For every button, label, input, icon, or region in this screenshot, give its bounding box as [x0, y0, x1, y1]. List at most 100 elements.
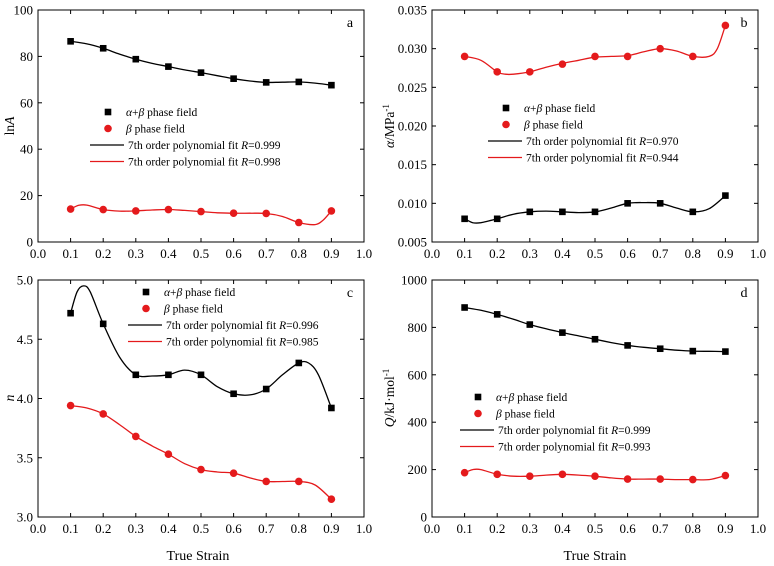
beta-data-point	[493, 470, 502, 479]
legend-label: 7th order polynomial fit R=0.985	[166, 337, 319, 349]
y-tick-label: 4.0	[17, 391, 33, 406]
legend-marker	[474, 393, 482, 401]
legend-label: 7th order polynomial fit R=0.944	[526, 153, 679, 165]
alpha-beta-data-point	[559, 208, 566, 216]
legend-label: β phase field	[163, 304, 223, 316]
y-tick-label: 3.0	[17, 510, 33, 525]
y-axis-label: n	[2, 394, 17, 401]
panel-letter: d	[741, 286, 748, 301]
beta-data-point	[526, 472, 534, 481]
legend: α+β phase field β phase field 7th order po…	[128, 287, 319, 349]
x-axis-title-right: True Strain	[564, 549, 627, 564]
y-tick-label: 60	[20, 95, 33, 110]
x-tick-label: 0.9	[717, 521, 733, 536]
plot-frame	[37, 279, 365, 518]
beta-data-point	[460, 52, 469, 61]
y-tick-label: 600	[408, 367, 428, 382]
y-tick-label: 200	[408, 462, 428, 477]
x-tick-label: 0.8	[685, 521, 701, 536]
legend-label: β phase field	[523, 120, 583, 132]
legend-label: α+β phase field	[164, 287, 236, 299]
y-tick-label: 80	[20, 49, 33, 64]
alpha-beta-data-point	[99, 320, 107, 328]
x-tick-label: 0.5	[193, 246, 209, 261]
alpha-beta-data-point	[67, 309, 74, 317]
x-tick-label: 0.4	[160, 246, 177, 261]
legend-label: 7th order polynomial fit R=0.999	[128, 140, 281, 152]
beta-data-point	[460, 468, 469, 477]
legend-marker	[142, 304, 150, 313]
alpha-beta-data-point	[722, 348, 729, 355]
y-tick-label: 100	[14, 3, 34, 18]
x-tick-label: 0.6	[619, 246, 636, 261]
legend-marker	[104, 108, 112, 116]
beta-data-point	[558, 470, 567, 479]
alpha-beta-data-point	[230, 75, 237, 82]
beta-data-point	[229, 209, 238, 218]
alpha-beta-data-point	[493, 215, 501, 223]
legend-label: α+β phase field	[524, 103, 596, 115]
alpha-beta-data-point	[328, 404, 335, 412]
x-tick-label: 0.7	[258, 521, 275, 536]
y-axis-label: lnA	[2, 116, 17, 136]
alpha-beta-data-point	[67, 38, 74, 45]
alpha-beta-data-point	[591, 208, 599, 216]
y-tick-label: 5.0	[17, 273, 33, 288]
alpha-beta-data-point	[262, 79, 270, 86]
x-tick-label: 0.6	[225, 246, 242, 261]
x-tick-label: 0.0	[424, 246, 440, 261]
x-tick-label: 0.6	[225, 521, 242, 536]
y-axis-label: α/MPa-1	[381, 104, 397, 148]
y-axis-label: Q/kJ·mol-1	[381, 369, 397, 428]
x-tick-label: 0.2	[95, 246, 111, 261]
beta-data-point	[295, 477, 303, 486]
x-tick-label: 0.5	[587, 521, 603, 536]
fit-curve	[464, 25, 727, 76]
alpha-beta-data-point	[197, 69, 205, 76]
legend-label: 7th order polynomial fit R=0.998	[128, 157, 281, 169]
alpha-beta-data-point	[165, 63, 172, 70]
alpha-beta-data-point	[656, 200, 664, 207]
panel-letter: b	[741, 16, 748, 31]
alpha-beta-data-point	[99, 44, 107, 52]
legend-marker	[502, 120, 510, 129]
alpha-beta-data-point	[493, 311, 501, 318]
x-tick-label: 0.8	[685, 246, 701, 261]
y-tick-label: 0.025	[398, 80, 427, 95]
alpha-beta-data-point	[461, 304, 468, 311]
legend-label: α+β phase field	[496, 392, 568, 404]
panel-letter: a	[347, 16, 354, 31]
x-tick-label: 0.2	[489, 246, 505, 261]
x-tick-label: 0.1	[456, 246, 472, 261]
legend-marker	[474, 409, 482, 418]
alpha-beta-data-point	[230, 390, 237, 398]
beta-data-point	[262, 209, 271, 218]
legend-label: α+β phase field	[126, 107, 198, 119]
beta-data-point	[591, 472, 599, 481]
x-tick-label: 0.6	[619, 521, 636, 536]
x-tick-label: 0.4	[554, 521, 571, 536]
x-tick-label: 1.0	[356, 521, 372, 536]
legend-label: 7th order polynomial fit R=0.993	[498, 442, 651, 454]
x-tick-label: 1.0	[750, 246, 766, 261]
beta-data-point	[327, 207, 336, 215]
y-tick-label: 0	[421, 510, 428, 525]
y-tick-label: 0.015	[398, 157, 427, 172]
x-tick-label: 0.1	[62, 246, 78, 261]
legend-label: β phase field	[495, 409, 555, 421]
y-tick-label: 800	[408, 320, 428, 335]
beta-data-point	[99, 205, 107, 214]
beta-data-point	[164, 205, 173, 214]
alpha-beta-data-point	[165, 371, 172, 379]
beta-data-point	[295, 218, 303, 227]
beta-data-point	[164, 450, 173, 458]
x-tick-label: 0.3	[522, 246, 538, 261]
x-tick-label: 0.3	[522, 521, 538, 536]
beta-data-point	[493, 68, 502, 76]
beta-data-point	[526, 68, 534, 76]
legend: α+β phase field β phase field 7th order po…	[90, 107, 281, 169]
alpha-beta-data-point	[689, 208, 697, 216]
x-tick-label: 0.0	[30, 521, 46, 536]
beta-data-point	[66, 205, 75, 213]
